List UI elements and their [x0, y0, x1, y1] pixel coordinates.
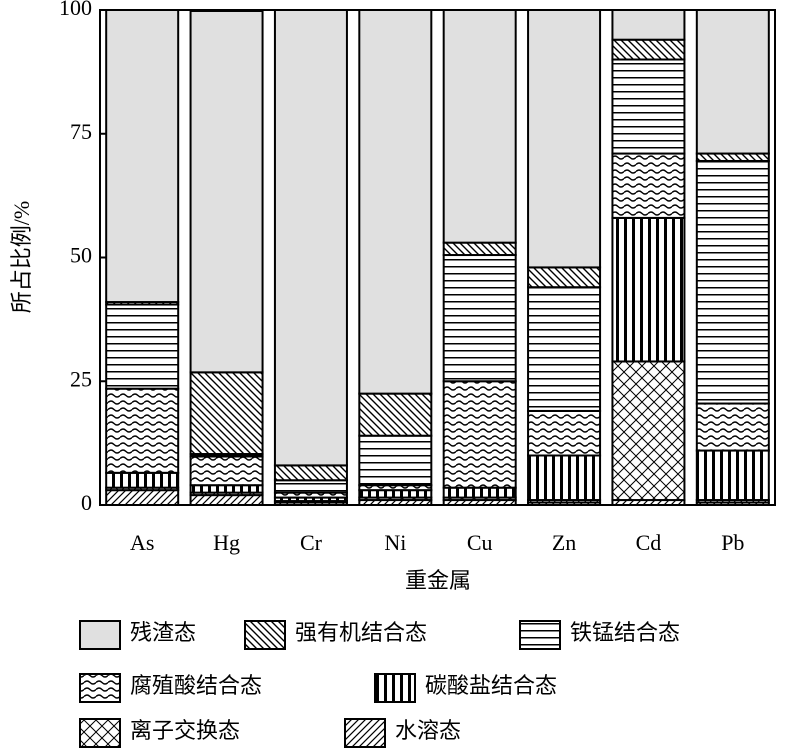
bar-segment — [611, 58, 686, 155]
y-tick-label: 100 — [59, 0, 92, 20]
y-tick-label: 75 — [70, 119, 92, 144]
bar-segment — [189, 455, 264, 487]
x-tick-label: Cu — [467, 530, 493, 555]
bar-segment — [695, 9, 770, 155]
legend-swatch — [79, 673, 121, 703]
bar-segment — [442, 254, 517, 383]
y-tick-label: 0 — [81, 490, 92, 515]
x-tick-label: Zn — [552, 530, 576, 555]
bar-segment — [442, 380, 517, 489]
bar-segment — [105, 387, 180, 474]
bar-segment — [611, 360, 686, 502]
legend-swatch — [519, 620, 561, 650]
y-tick-label: 25 — [70, 366, 92, 391]
bar-segment — [695, 402, 770, 452]
legend-label: 水溶态 — [395, 718, 461, 743]
legend-swatch — [79, 620, 121, 650]
bar-segment — [105, 303, 180, 390]
bar-segment — [527, 286, 602, 412]
legend-swatch — [79, 718, 121, 748]
y-axis-title: 所占比例/% — [9, 201, 34, 313]
x-tick-label: Ni — [384, 530, 406, 555]
bar-segment — [273, 464, 348, 482]
bar-segment — [527, 266, 602, 289]
x-tick-label: Hg — [213, 530, 240, 555]
plot-frame — [99, 9, 776, 506]
legend-label: 碳酸盐结合态 — [425, 673, 557, 698]
legend-swatch — [344, 718, 386, 748]
bar-segment — [695, 152, 770, 162]
bar-segment — [442, 241, 517, 257]
bar-segment — [105, 9, 180, 304]
bar-segment — [358, 489, 433, 499]
bar-segment — [527, 9, 602, 269]
legend-label: 强有机结合态 — [295, 620, 427, 645]
legend-label: 离子交换态 — [130, 718, 240, 743]
y-tick-label: 50 — [70, 243, 92, 268]
x-tick-label: Pb — [721, 530, 744, 555]
bar-segment — [358, 9, 433, 395]
x-tick-label: Cr — [300, 530, 323, 555]
x-tick-label: Cd — [636, 530, 662, 555]
bar-segment — [695, 449, 770, 502]
bar-segment — [527, 454, 602, 502]
bar-segment — [273, 479, 348, 494]
bar-segment — [442, 9, 517, 244]
bar-segment — [358, 434, 433, 487]
bar-segment — [189, 484, 264, 494]
bar-segment — [105, 471, 180, 489]
bar-segment — [105, 489, 180, 506]
x-tick-label: As — [130, 530, 154, 555]
bar-segment — [611, 38, 686, 61]
bar-segment — [189, 9, 264, 374]
bar-segment — [189, 371, 264, 456]
bar-segment — [442, 486, 517, 499]
x-axis-title: 重金属 — [405, 568, 471, 593]
bar-segment — [611, 9, 686, 41]
legend-label: 铁锰结合态 — [570, 620, 680, 645]
legend-label: 腐殖酸结合态 — [130, 673, 262, 698]
legend-label: 残渣态 — [130, 620, 196, 645]
bar-segment — [358, 392, 433, 437]
bar-segment — [273, 9, 348, 467]
legend-swatch — [374, 673, 416, 703]
bar-segment — [695, 159, 770, 405]
bar-segment — [527, 409, 602, 457]
bar-segment — [611, 152, 686, 219]
legend-swatch — [244, 620, 286, 650]
bar-segment — [611, 216, 686, 363]
bar-segment — [189, 494, 264, 507]
